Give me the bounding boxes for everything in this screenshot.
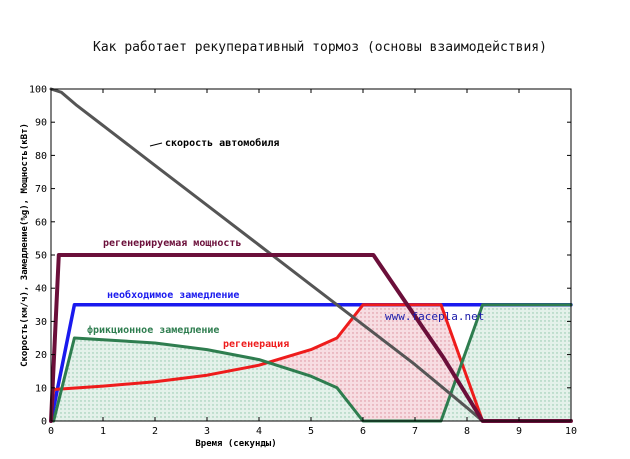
speed-annotation-pointer xyxy=(149,142,163,147)
x-tick-label: 2 xyxy=(152,426,158,437)
x-tick-label: 9 xyxy=(516,426,522,437)
y-tick-label: 10 xyxy=(35,383,47,394)
y-tick-label: 60 xyxy=(35,217,47,228)
y-tick-label: 70 xyxy=(35,184,47,195)
x-tick-label: 7 xyxy=(412,426,418,437)
x-tick-label: 0 xyxy=(48,426,54,437)
speed-line xyxy=(49,87,485,423)
y-axis: 0 10 20 30 40 50 60 70 80 90 100 xyxy=(29,85,571,428)
y-tick-label: 20 xyxy=(35,350,47,361)
friction-decel-line xyxy=(52,303,573,423)
y-tick-label: 40 xyxy=(35,284,47,295)
watermark-url: www.facepla.net xyxy=(385,310,484,323)
y-tick-label: 0 xyxy=(41,417,47,428)
annotation-required-decel: необходимое замедление xyxy=(107,289,239,301)
y-tick-label: 90 xyxy=(35,118,47,129)
y-tick-label: 80 xyxy=(35,151,47,162)
plot-area xyxy=(49,87,573,423)
regeneration-line xyxy=(49,303,573,423)
annotation-regen-power: регенерируемая мощность xyxy=(103,238,241,249)
x-tick-label: 3 xyxy=(204,426,210,437)
x-tick-label: 8 xyxy=(464,426,470,437)
y-axis-label: Скорость(км/ч), Замедление(%g), Мощность… xyxy=(20,123,30,367)
x-tick-label: 6 xyxy=(360,426,366,437)
annotation-regeneration: регенерация xyxy=(223,339,289,350)
x-tick-label: 5 xyxy=(308,426,314,437)
annotation-speed: скорость автомобиля xyxy=(165,137,279,149)
x-tick-label: 4 xyxy=(256,426,262,437)
x-tick-label: 1 xyxy=(100,426,106,437)
y-tick-label: 100 xyxy=(29,85,47,96)
y-tick-label: 50 xyxy=(35,251,47,262)
friction-area xyxy=(53,304,572,421)
chart-title: Как работает рекуперативный тормоз (осно… xyxy=(93,40,547,55)
annotation-friction-decel: фрикционное замедление xyxy=(87,324,219,336)
x-axis-label: Время (секунды) xyxy=(195,439,276,449)
x-tick-label: 10 xyxy=(565,426,577,437)
y-tick-label: 30 xyxy=(35,317,47,328)
x-axis: 0 1 2 3 4 5 6 7 8 9 10 xyxy=(48,89,577,437)
